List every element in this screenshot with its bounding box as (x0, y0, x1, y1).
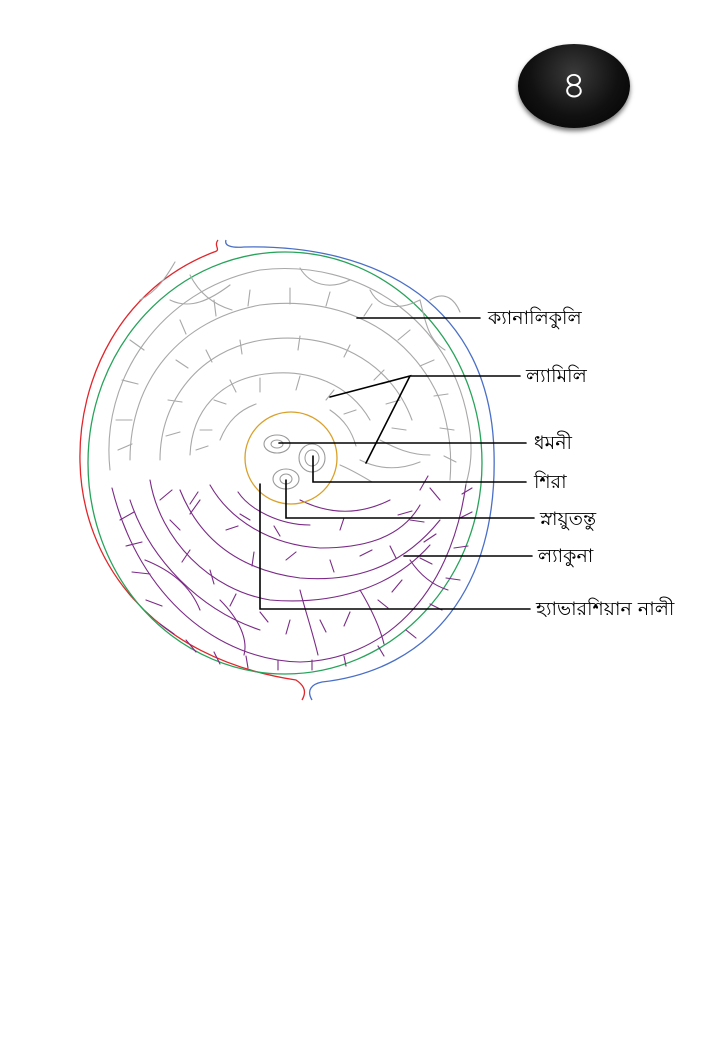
outer-right-arc (225, 239, 495, 701)
leader-lines (259, 317, 535, 610)
leader-haversian-canal (259, 483, 531, 610)
badge-number: ৪ (561, 63, 587, 107)
artery-vessel-inner (270, 439, 284, 449)
artery-vessel (263, 434, 291, 454)
label-nerve: স্নায়ুতন্তু (539, 508, 597, 531)
vein-vessel-inner (304, 449, 320, 467)
label-haversian-canal: হ্যাভারশিয়ান নালী (535, 597, 675, 620)
number-badge: ৪ (518, 44, 630, 128)
label-canaliculi: ক্যানালিকুলি (487, 307, 582, 329)
leader-nerve (285, 479, 535, 519)
label-artery: ধমনী (534, 431, 573, 454)
label-lacuna: ল্যাকুনা (537, 545, 594, 567)
outer-left-arc (79, 239, 306, 701)
green-ring (87, 251, 483, 675)
upper-canaliculi-network (108, 261, 472, 485)
lower-canaliculi-network (111, 475, 473, 671)
leader-vein (312, 455, 527, 483)
haversian-canal-ring (244, 411, 338, 505)
label-lamellae: ল্যামিলি (525, 365, 588, 387)
vein-vessel (298, 443, 326, 473)
label-vein: শিরা (533, 471, 567, 493)
leader-lamellae (329, 374, 521, 464)
